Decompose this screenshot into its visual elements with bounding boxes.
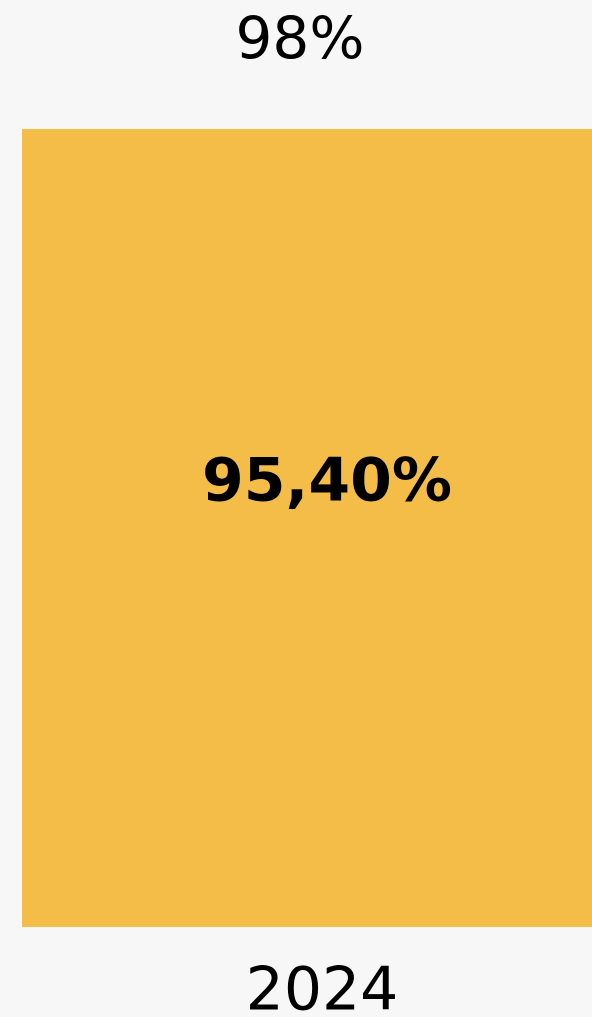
bar: [22, 128, 592, 927]
x-tick-label: 2024: [246, 955, 399, 1017]
annotation: 98%: [236, 4, 365, 72]
value-label: 95,40%: [202, 446, 452, 516]
